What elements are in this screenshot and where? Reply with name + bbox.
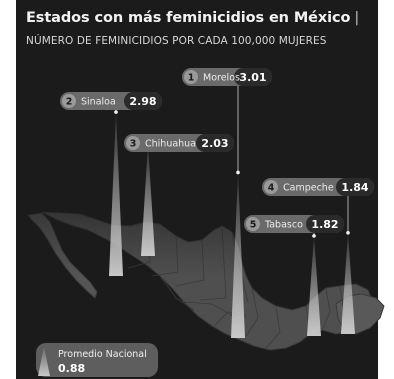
value-box-sinaloa (124, 92, 162, 110)
rank-badge-tabasco (246, 217, 260, 231)
state-label-chihuahua: Chihuahua (145, 139, 196, 150)
spike-campeche (341, 232, 355, 334)
national-average-legend: Promedio Nacional 0.88 (36, 343, 158, 377)
value-label-sinaloa: 2.98 (129, 95, 156, 108)
average-value: 0.88 (58, 362, 85, 375)
value-label-chihuahua: 2.03 (201, 137, 228, 150)
state-label-morelos: Morelos (203, 73, 240, 84)
rank-number-morelos: 1 (188, 73, 195, 84)
value-label-campeche: 1.84 (341, 181, 368, 194)
state-label-sinaloa: Sinaloa (81, 97, 116, 108)
rank-badge-morelos (184, 70, 198, 84)
state-label-tabasco: Tabasco (264, 220, 303, 231)
state-label-campeche: Campeche (283, 183, 334, 194)
rank-badge-chihuahua (126, 136, 140, 150)
spike-tip-morelos (236, 170, 240, 175)
value-box-tabasco (306, 215, 344, 233)
chart-subtitle: NÚMERO DE FEMINICIDIOS POR CADA 100,000 … (26, 35, 327, 47)
chart-title: Estados con más feminicidios en México | (26, 10, 359, 26)
rank-badge-sinaloa (62, 94, 76, 108)
rank-number-chihuahua: 3 (130, 139, 137, 150)
average-label: Promedio Nacional (58, 349, 147, 360)
labels-layer: 1 Morelos 3.01 2 Sinaloa 2.98 3 Chihuahua 2.03 4 C… (60, 68, 374, 238)
chart-title-text: Estados con más feminicidios en México (26, 10, 351, 26)
spike-tip-sinaloa (114, 110, 118, 114)
value-label-morelos: 3.01 (239, 71, 266, 84)
spike-tip-campeche (346, 231, 350, 235)
value-box-chihuahua (196, 134, 234, 152)
rank-number-campeche: 4 (268, 183, 275, 194)
average-legend-box (36, 343, 158, 377)
rank-number-tabasco: 5 (250, 220, 257, 231)
title-divider: | (354, 10, 360, 26)
spike-morelos (231, 172, 245, 338)
spikes-layer (109, 112, 355, 338)
average-spike-icon (38, 346, 50, 376)
rank-number-sinaloa: 2 (66, 97, 73, 108)
spike-sinaloa (109, 112, 123, 276)
value-box-morelos (234, 68, 272, 86)
spike-tip-tabasco (312, 234, 316, 238)
value-box-campeche (336, 178, 374, 196)
spike-tabasco (307, 235, 321, 336)
spike-chihuahua (141, 144, 155, 256)
value-label-tabasco: 1.82 (311, 218, 338, 231)
rank-badge-campeche (264, 180, 278, 194)
